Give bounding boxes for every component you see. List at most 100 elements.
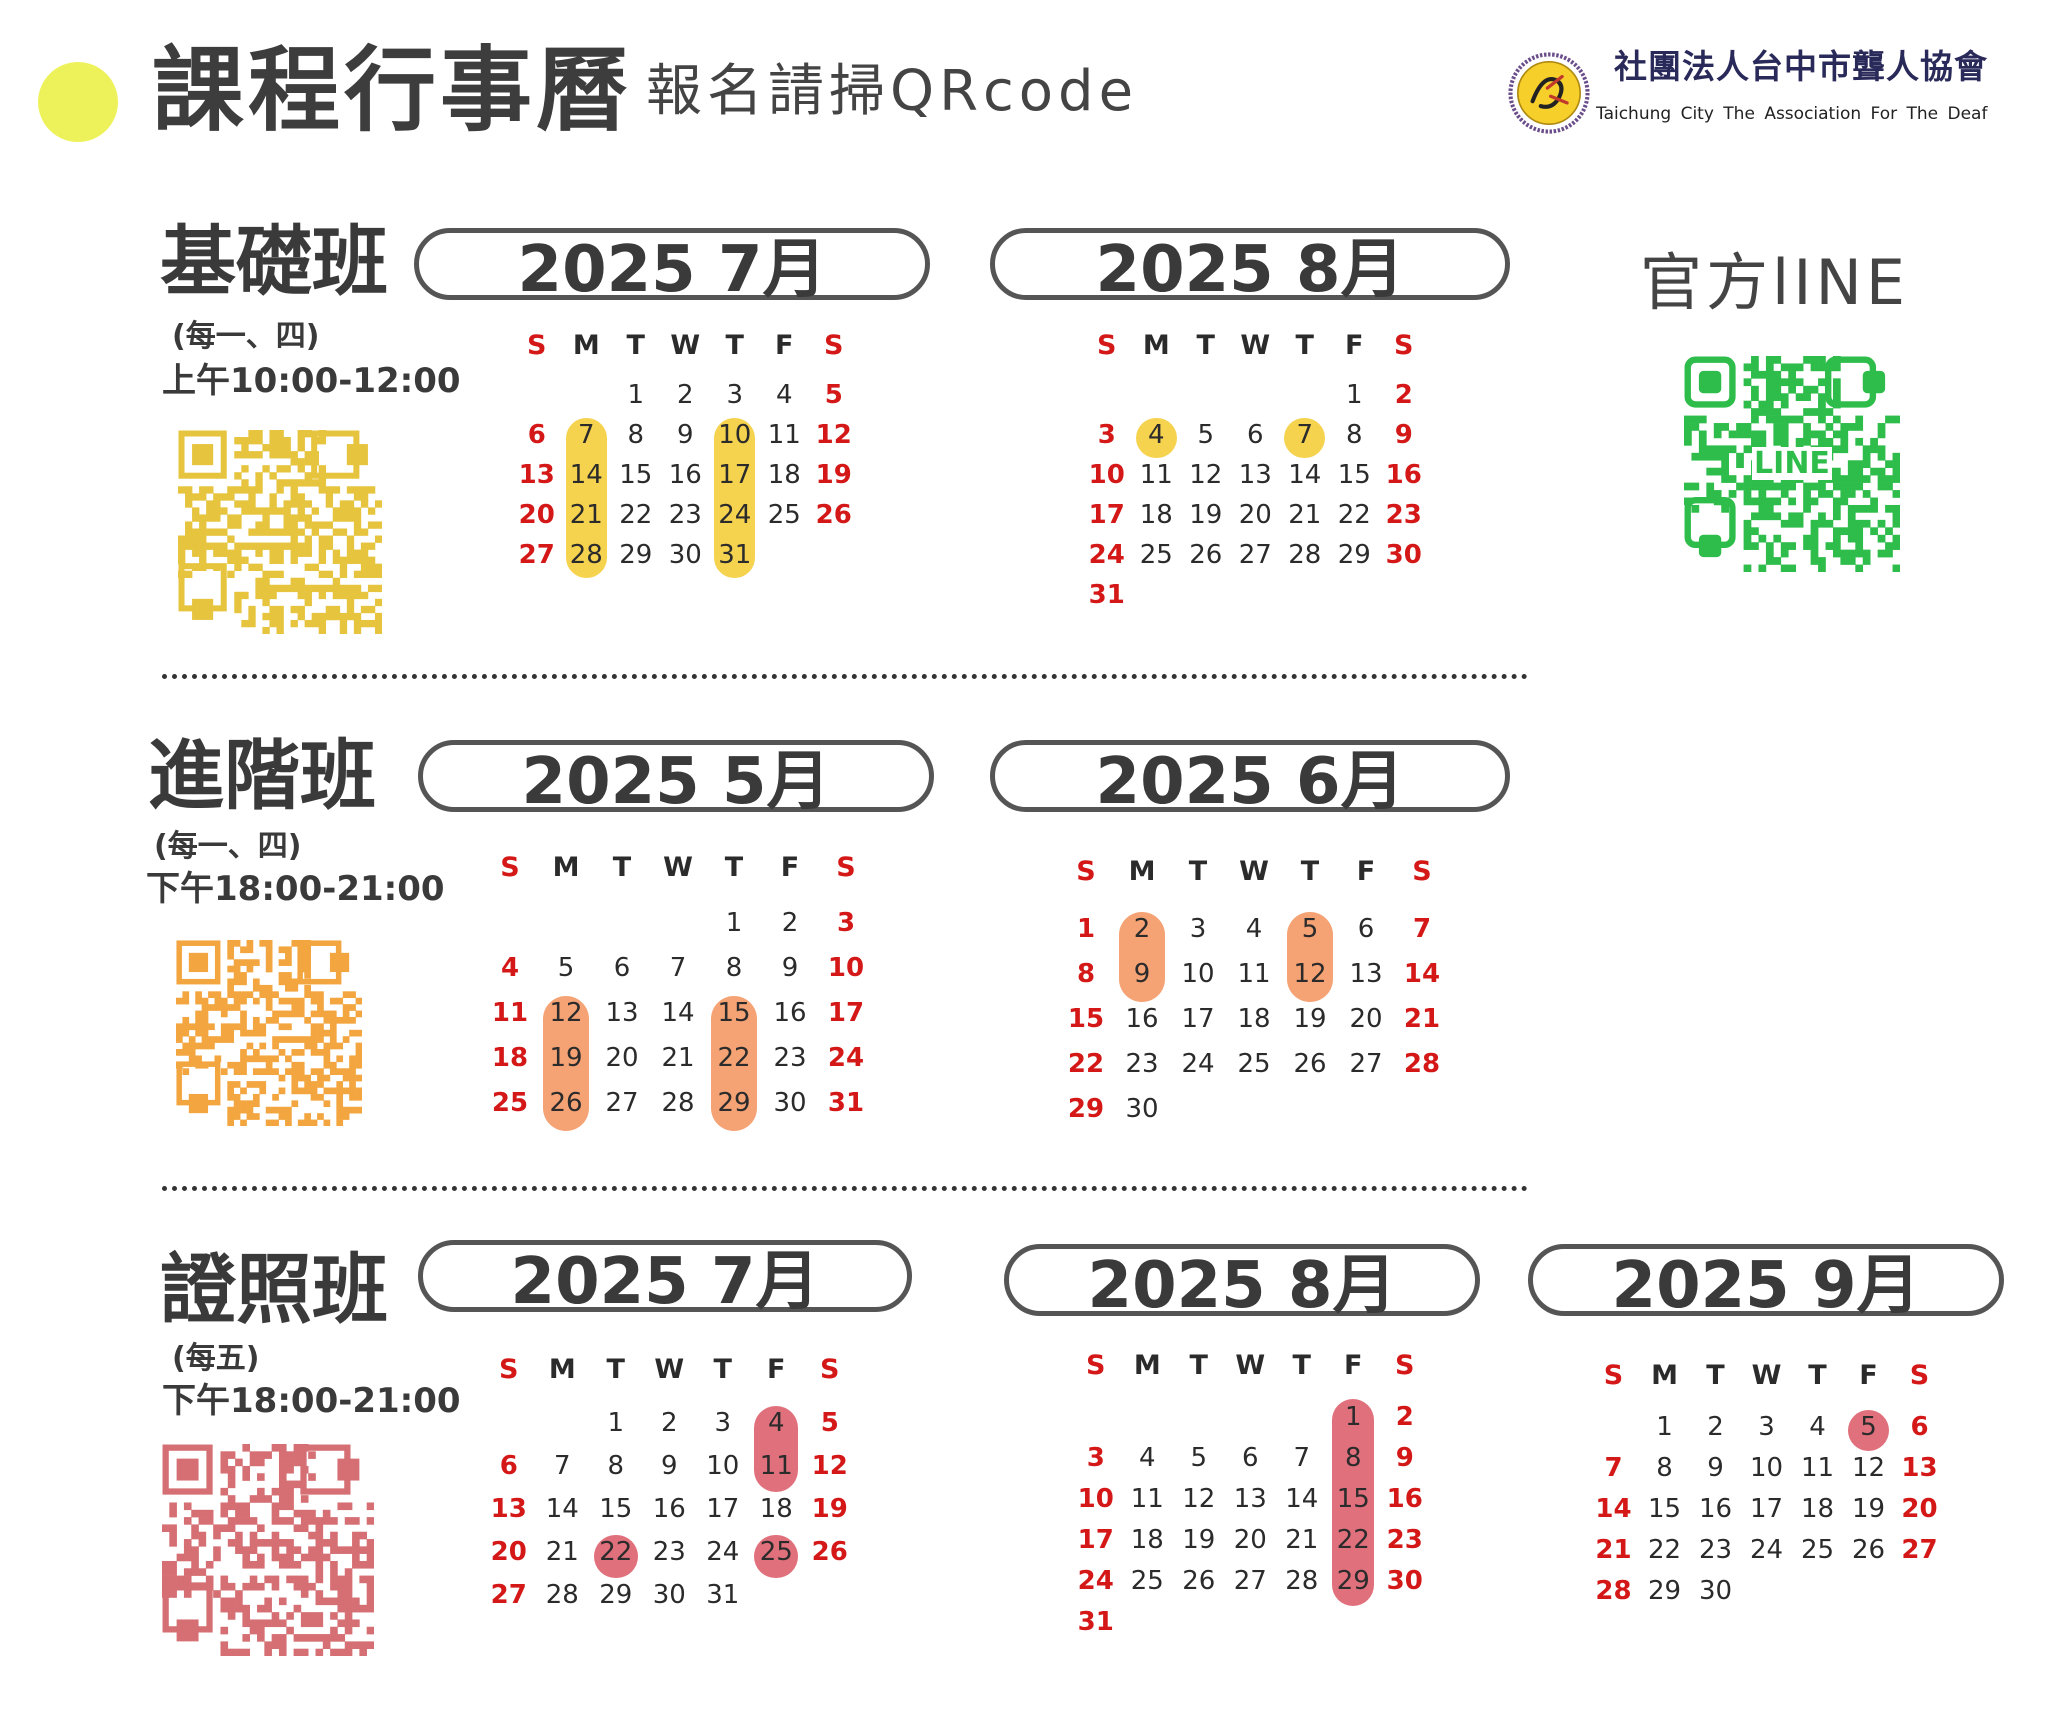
org-logo xyxy=(1508,52,1590,134)
calendar-date: 10 xyxy=(1749,1453,1784,1483)
calendar-date: 31 xyxy=(706,1580,740,1610)
calendar-date: 3 xyxy=(726,380,744,410)
qr-code-cert[interactable] xyxy=(162,1444,374,1656)
calendar-date: 2 xyxy=(676,380,694,410)
calendar-date: 9 xyxy=(1395,1443,1414,1473)
weekday-label: T xyxy=(1300,856,1320,887)
calendar-date: 19 xyxy=(1182,1525,1216,1555)
qr-code-basic[interactable] xyxy=(178,430,382,634)
weekday-label: S xyxy=(499,1354,519,1385)
class-day-highlight xyxy=(593,1534,638,1579)
calendar-date: 27 xyxy=(1238,540,1272,570)
calendar-date: 19 xyxy=(1189,500,1223,530)
calendar-date: 28 xyxy=(545,1580,579,1610)
calendar-date: 14 xyxy=(545,1494,579,1524)
weekday-label: M xyxy=(552,852,580,883)
calendar-date: 24 xyxy=(827,1043,865,1073)
calendar-date: 4 xyxy=(500,953,520,983)
calendar-date: 28 xyxy=(661,1088,695,1118)
calendar-date: 17 xyxy=(827,998,865,1028)
calendar-date-class-day: 4 xyxy=(767,1408,785,1438)
calendar-date: 10 xyxy=(1088,460,1125,490)
calendar-date-class-day: 1 xyxy=(1344,1402,1362,1432)
calendar-date: 4 xyxy=(1245,914,1263,944)
calendar-date-class-day: 29 xyxy=(1336,1566,1370,1596)
calendar-date: 14 xyxy=(1403,959,1441,989)
weekday-label: W xyxy=(654,1354,685,1385)
calendar-date: 7 xyxy=(1604,1453,1623,1483)
class-day-highlight xyxy=(714,417,756,579)
calendar-date: 18 xyxy=(759,1494,793,1524)
calendar-date: 21 xyxy=(1403,1004,1441,1034)
calendar-date: 10 xyxy=(1077,1484,1114,1514)
calendar-date: 25 xyxy=(767,500,801,530)
calendar-date: 2 xyxy=(781,908,799,938)
weekday-label: F xyxy=(1859,1360,1878,1391)
calendar-date: 23 xyxy=(1385,500,1422,530)
calendar-date: 11 xyxy=(1800,1453,1835,1483)
calendar-date-class-day: 17 xyxy=(718,460,752,490)
calendar-date: 27 xyxy=(1901,1535,1938,1565)
class-day-highlight xyxy=(565,417,607,579)
calendar-date: 25 xyxy=(1237,1049,1271,1079)
weekday-label: F xyxy=(1356,856,1376,887)
calendar-date: 16 xyxy=(1386,1484,1423,1514)
calendar-date: 13 xyxy=(1901,1453,1938,1483)
calendar-date-class-day: 29 xyxy=(717,1088,751,1118)
class-day-highlight xyxy=(543,995,589,1132)
calendar-date: 29 xyxy=(1067,1094,1105,1124)
calendar-date-class-day: 31 xyxy=(718,540,752,570)
calendar-date: 8 xyxy=(1076,959,1096,989)
calendar-date: 30 xyxy=(668,540,702,570)
calendar-date: 1 xyxy=(725,908,743,938)
class-day-highlight xyxy=(1119,911,1165,1003)
weekday-label: W xyxy=(1240,330,1271,361)
calendar-date: 18 xyxy=(1130,1525,1164,1555)
calendar-date: 28 xyxy=(1403,1049,1441,1079)
class-day-highlight xyxy=(1135,417,1177,459)
qr-code-line[interactable] xyxy=(1684,356,1900,572)
calendar-date: 13 xyxy=(490,1494,527,1524)
calendar-date: 30 xyxy=(773,1088,807,1118)
calendar-date-class-day: 10 xyxy=(718,420,752,450)
calendar-date: 19 xyxy=(1293,1004,1327,1034)
calendar-date: 2 xyxy=(660,1408,678,1438)
weekday-label: T xyxy=(1808,1360,1827,1391)
weekday-label: T xyxy=(1188,856,1208,887)
calendar-date: 17 xyxy=(1077,1525,1114,1555)
calendar-date: 27 xyxy=(605,1088,639,1118)
calendar-date: 27 xyxy=(1233,1566,1267,1596)
calendar-date: 3 xyxy=(1086,1443,1105,1473)
calendar-date: 24 xyxy=(1181,1049,1215,1079)
calendar-date: 23 xyxy=(652,1537,686,1567)
calendar-date: 13 xyxy=(518,460,555,490)
calendar-date-class-day: 11 xyxy=(759,1451,793,1481)
calendar-date: 9 xyxy=(676,420,694,450)
weekday-label: W xyxy=(1235,1350,1266,1381)
calendar-date-class-day: 5 xyxy=(1860,1412,1877,1442)
calendar-date-class-day: 24 xyxy=(718,500,752,530)
calendar-date: 8 xyxy=(627,420,645,450)
section-divider xyxy=(162,674,1528,679)
weekday-label: S xyxy=(1603,1360,1624,1391)
calendar-date: 15 xyxy=(599,1494,633,1524)
class-day-highlight xyxy=(1284,417,1326,459)
calendar-date: 15 xyxy=(1337,460,1371,490)
weekday-label: M xyxy=(548,1354,576,1385)
calendar-date: 6 xyxy=(613,953,631,983)
section-days-basic: (每一、四) xyxy=(172,319,320,354)
weekday-label: W xyxy=(1239,856,1269,887)
calendar-date: 19 xyxy=(815,460,852,490)
weekday-label: S xyxy=(1412,856,1432,887)
calendar-date: 20 xyxy=(1233,1525,1267,1555)
calendar-date: 16 xyxy=(1698,1494,1733,1524)
qr-code-advanced[interactable] xyxy=(176,940,362,1126)
calendar-date: 23 xyxy=(1698,1535,1733,1565)
calendar-date: 16 xyxy=(1125,1004,1159,1034)
calendar-date: 6 xyxy=(499,1451,518,1481)
month-pill-cert-sep: 2025 9月 xyxy=(1528,1244,2004,1323)
month-pill-cert-jul: 2025 7月 xyxy=(418,1240,912,1319)
calendar-date-class-day: 19 xyxy=(549,1043,583,1073)
calendar-date: 11 xyxy=(1139,460,1173,490)
calendar-date: 23 xyxy=(773,1043,807,1073)
